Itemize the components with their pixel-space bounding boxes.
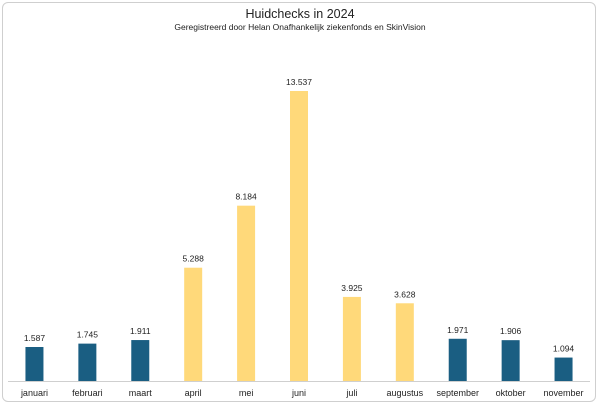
data-label-februari: 1.745 (77, 330, 99, 340)
x-tick-label-augustus: augustus (387, 388, 424, 398)
data-label-april: 5.288 (183, 254, 205, 264)
x-tick-label-januari: januari (20, 388, 48, 398)
bar-maart (131, 340, 150, 381)
bar-april (184, 267, 203, 381)
chart-title: Huidchecks in 2024 (245, 7, 355, 21)
bar-juli (342, 296, 361, 381)
data-label-september: 1.971 (447, 325, 469, 335)
bar-mei (237, 205, 256, 381)
data-label-oktober: 1.906 (500, 326, 522, 336)
bar-september (448, 338, 467, 381)
x-tick-label-juli: juli (345, 388, 357, 398)
data-label-juli: 3.925 (341, 283, 363, 293)
chart-subtitle: Geregistreerd door Helan Onafhankelijk z… (174, 22, 426, 32)
bar-augustus (395, 303, 414, 381)
data-label-januari: 1.587 (24, 333, 46, 343)
x-tick-label-november: november (544, 388, 584, 398)
data-label-november: 1.094 (553, 344, 575, 354)
bar-november (554, 357, 573, 381)
data-label-maart: 1.911 (130, 326, 151, 336)
x-tick-label-maart: maart (129, 388, 153, 398)
data-label-juni: 13.537 (286, 77, 312, 87)
x-tick-label-februari: februari (72, 388, 103, 398)
x-tick-label-september: september (436, 388, 479, 398)
bar-februari (78, 343, 97, 381)
x-tick-label-mei: mei (239, 388, 254, 398)
x-tick-label-oktober: oktober (496, 388, 526, 398)
bar-januari (25, 347, 44, 381)
x-tick-label-juni: juni (291, 388, 306, 398)
data-label-augustus: 3.628 (394, 289, 416, 299)
data-label-mei: 8.184 (235, 192, 257, 202)
bar-juni (290, 91, 308, 381)
x-tick-label-april: april (185, 388, 202, 398)
bar-oktober (501, 340, 520, 381)
